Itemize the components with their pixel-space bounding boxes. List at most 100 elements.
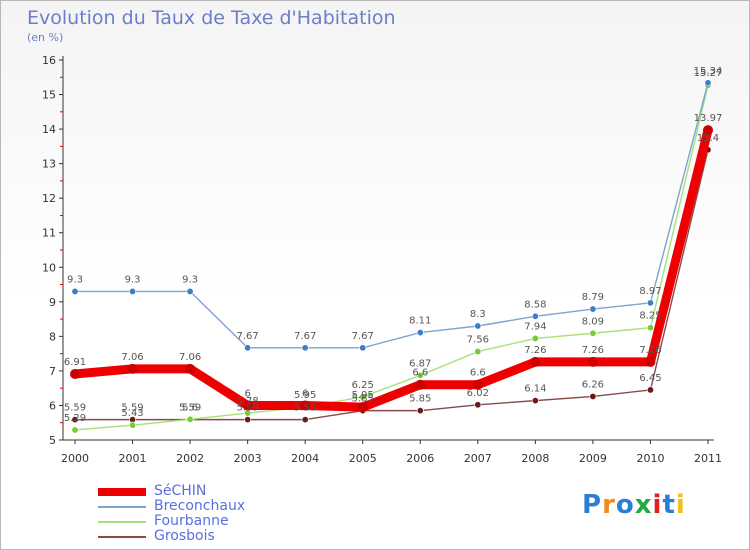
logo-letter: i [652, 490, 663, 520]
data-label: 7.67 [294, 331, 316, 342]
data-label: 5.95 [352, 390, 374, 401]
data-point [300, 400, 311, 411]
data-point [301, 344, 309, 352]
data-label: 6.91 [64, 357, 86, 368]
data-label: 8.79 [582, 292, 604, 303]
series-line-1 [74, 82, 709, 349]
data-label: 5.59 [121, 403, 143, 414]
data-point [359, 344, 367, 352]
y-tick-label: 7 [49, 365, 56, 378]
data-label: 5.59 [179, 403, 201, 414]
y-tick-label: 8 [49, 330, 56, 343]
data-point [474, 348, 482, 356]
data-point [646, 324, 654, 332]
data-label: 6.45 [639, 373, 661, 384]
x-tick-label: 2002 [176, 452, 204, 465]
data-label: 6.87 [409, 358, 431, 369]
data-label: 6.6 [412, 368, 428, 379]
data-point [531, 397, 539, 405]
x-tick-label: 2008 [521, 452, 549, 465]
data-point [301, 416, 309, 424]
data-point [244, 416, 252, 424]
x-tick-label: 2007 [464, 452, 492, 465]
data-label: 7.56 [467, 335, 489, 346]
y-tick-label: 15 [42, 89, 56, 102]
data-label: 5.59 [294, 403, 316, 414]
x-tick-label: 2004 [291, 452, 319, 465]
data-point [242, 400, 253, 411]
data-label: 5.59 [64, 403, 86, 414]
data-label: 8.25 [639, 311, 661, 322]
legend-item: SéCHIN [98, 484, 245, 499]
data-label: 7.26 [524, 345, 546, 356]
legend-label: Breconchaux [154, 498, 246, 514]
data-label: 5.43 [121, 408, 143, 419]
data-label: 6.02 [467, 388, 489, 399]
legend-label: SéCHIN [154, 483, 207, 499]
x-tick-label: 2001 [119, 452, 147, 465]
data-point [474, 401, 482, 409]
data-point [474, 322, 482, 330]
legend-swatch [98, 535, 146, 538]
y-tick-label: 9 [49, 296, 56, 309]
data-label: 8.11 [409, 316, 431, 327]
data-label: 7.26 [582, 345, 604, 356]
x-tick-label: 2011 [694, 452, 722, 465]
series-line-3 [74, 149, 709, 421]
data-point [703, 125, 713, 136]
data-label: 13.97 [694, 113, 723, 124]
data-label: 7.67 [237, 331, 259, 342]
legend: SéCHIN Breconchaux Fourbanne Grosbois [98, 484, 245, 544]
data-point [70, 369, 80, 380]
data-label: 6 [244, 388, 250, 399]
series-line-0 [70, 125, 713, 412]
data-label: 8.3 [470, 309, 486, 320]
legend-item: Grosbois [98, 529, 245, 544]
y-tick-label: 11 [42, 227, 56, 240]
legend-swatch [98, 487, 146, 496]
x-tick-label: 2000 [61, 452, 89, 465]
data-label: 7.06 [179, 352, 201, 363]
data-point [359, 393, 367, 401]
data-point [416, 329, 424, 337]
y-tick-label: 10 [42, 261, 56, 274]
data-point [416, 407, 424, 415]
data-label: 5.95 [294, 390, 316, 401]
y-tick-label: 16 [42, 54, 56, 67]
y-tick-label: 12 [42, 192, 56, 205]
data-label: 9.3 [125, 274, 141, 285]
data-point [415, 379, 426, 390]
data-point [71, 287, 79, 295]
data-label: 15.34 [694, 66, 723, 77]
data-point [646, 299, 654, 307]
data-label: 9.3 [182, 274, 198, 285]
data-label: 7.94 [524, 321, 546, 332]
y-tick-label: 13 [42, 158, 56, 171]
data-point [71, 416, 79, 424]
data-label: 13.4 [697, 133, 719, 144]
logo-letter: P [582, 490, 603, 520]
x-tick-label: 2010 [636, 452, 664, 465]
data-point [530, 356, 541, 367]
data-point [129, 287, 137, 295]
data-label: 7.06 [121, 352, 143, 363]
legend-label: Fourbanne [154, 513, 229, 529]
legend-label: Grosbois [154, 528, 215, 544]
legend-item: Fourbanne [98, 514, 245, 529]
proxiti-logo: Proxiti [582, 490, 686, 520]
data-point [472, 379, 483, 390]
data-point [704, 79, 712, 87]
data-point [71, 426, 79, 434]
data-point [127, 363, 138, 374]
y-tick-label: 5 [49, 434, 56, 447]
x-tick-label: 2009 [579, 452, 607, 465]
data-point [244, 344, 252, 352]
data-point [589, 392, 597, 400]
chart-title: Evolution du Taux de Taxe d'Habitation [27, 7, 396, 29]
data-label: 6.26 [582, 379, 604, 390]
data-label: 6.25 [352, 380, 374, 391]
logo-letter: i [675, 490, 686, 520]
data-label: 5.78 [237, 396, 259, 407]
series-line-2 [74, 84, 709, 431]
